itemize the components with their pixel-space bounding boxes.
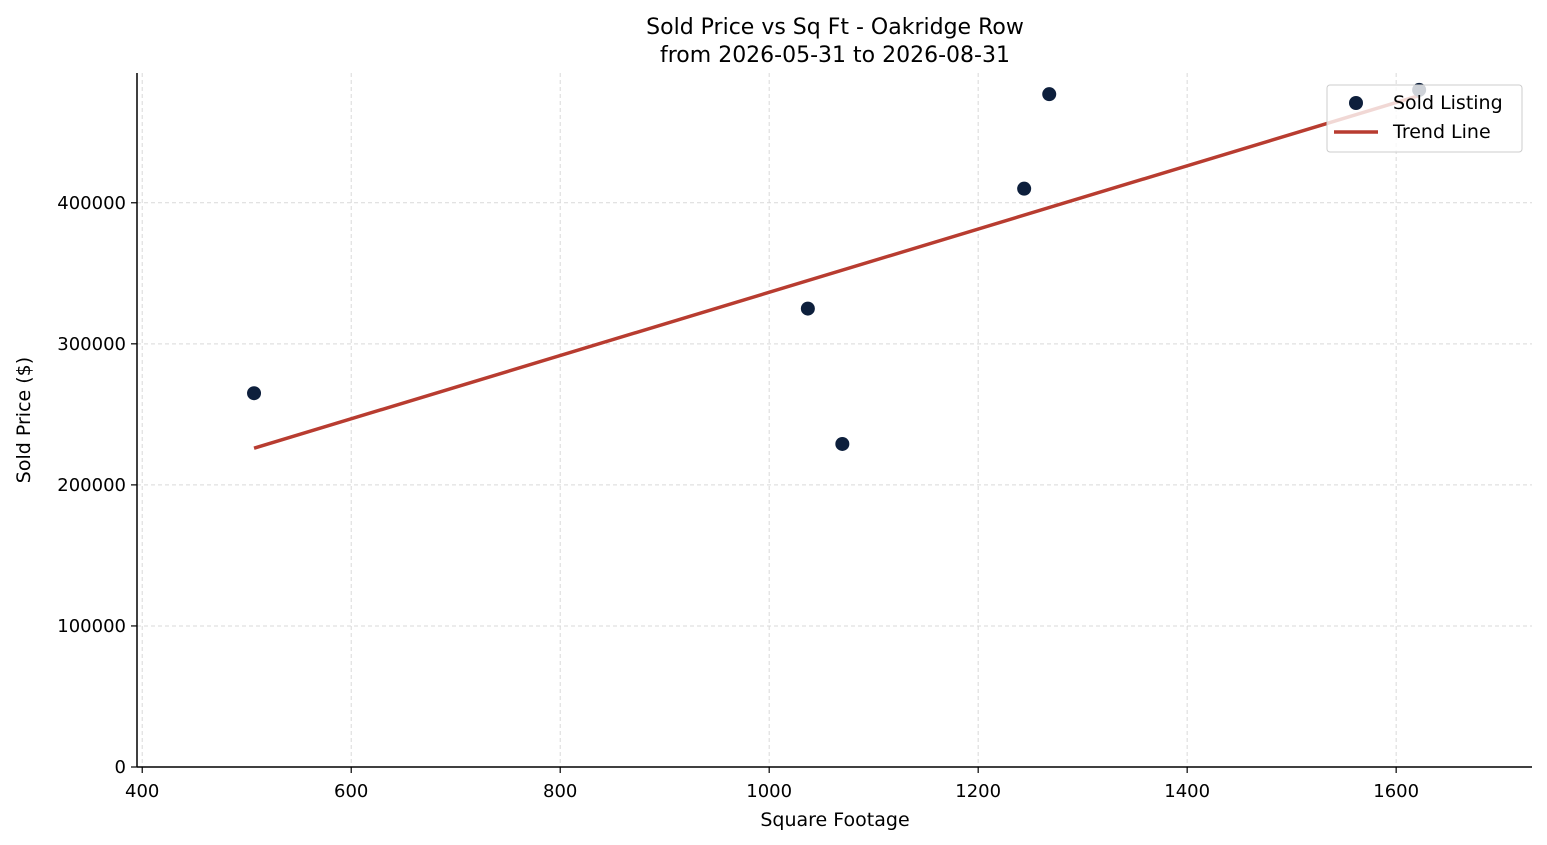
trend-line-layer [253, 93, 1420, 450]
y-tick-label: 300000 [57, 334, 126, 355]
chart-subtitle: from 2026-05-31 to 2026-08-31 [660, 43, 1010, 68]
legend-box [1326, 84, 1523, 153]
y-tick-label: 400000 [57, 193, 126, 214]
y-tick-label: 200000 [57, 475, 126, 496]
data-point [1042, 87, 1057, 102]
y-axis-label: Sold Price ($) [13, 357, 35, 483]
data-point [800, 301, 815, 316]
legend-label-sold-listing: Sold Listing [1393, 92, 1503, 114]
legend-marker-sold-listing [1349, 96, 1363, 110]
data-point [1017, 181, 1032, 196]
trend-line [253, 93, 1420, 450]
x-tick-label: 400 [125, 781, 159, 802]
x-tick-label: 1600 [1373, 781, 1419, 802]
x-axis-label: Square Footage [760, 809, 909, 831]
data-point [247, 386, 262, 401]
legend-label-trend-line: Trend Line [1392, 121, 1491, 143]
data-point [835, 436, 850, 451]
x-axis-ticks: 400 600 800 1000 1200 1400 1600 [125, 767, 1419, 802]
x-tick-label: 1400 [1164, 781, 1210, 802]
x-tick-label: 1000 [746, 781, 792, 802]
y-tick-label: 0 [115, 757, 126, 778]
x-tick-label: 600 [334, 781, 368, 802]
y-tick-label: 100000 [57, 616, 126, 637]
x-tick-label: 1200 [955, 781, 1001, 802]
y-axis-ticks: 0 100000 200000 300000 400000 [57, 193, 137, 778]
chart-title: Sold Price vs Sq Ft - Oakridge Row [646, 15, 1024, 40]
legend: Sold Listing Trend Line [1326, 84, 1523, 153]
x-tick-label: 800 [543, 781, 577, 802]
